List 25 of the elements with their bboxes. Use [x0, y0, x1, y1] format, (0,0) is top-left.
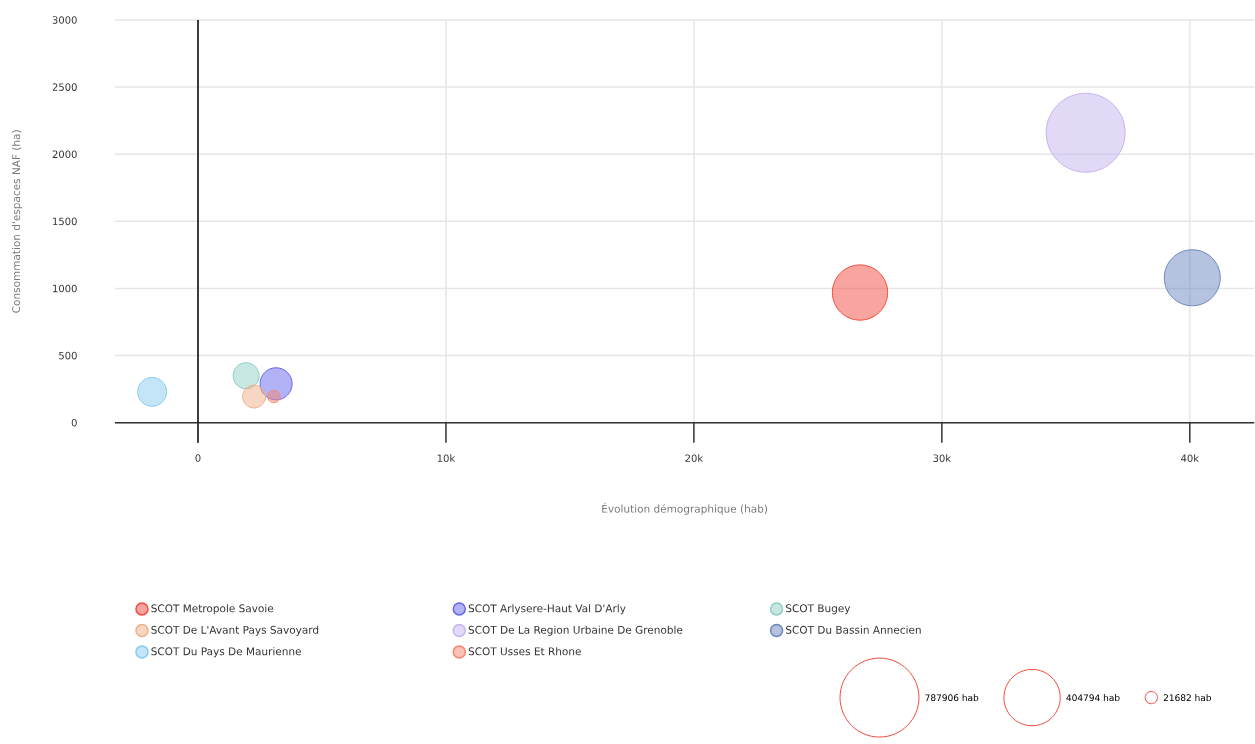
y-axis-title: Consommation d'espaces NAF (ha) — [12, 130, 23, 313]
x-axis-title: Évolution démographique (hab) — [602, 503, 768, 515]
x-tick-label: 10k — [437, 454, 456, 463]
legend-label: 404794 hab — [1066, 694, 1120, 702]
y-tick-label: 500 — [59, 352, 77, 360]
y-tick-label: 2500 — [52, 83, 77, 92]
y-tick-label: 1500 — [53, 217, 77, 226]
x-tick-label: 40k — [1181, 454, 1200, 463]
y-tick-label: 1000 — [53, 284, 77, 293]
legend-label: SCOT Du Bassin Annecien — [786, 625, 921, 634]
legend-label: SCOT Du Pays De Maurienne — [151, 647, 301, 658]
legend-label: SCOT Usses Et Rhone — [468, 647, 581, 656]
legend-label: 21682 hab — [1163, 694, 1212, 702]
legend-label: SCOT Metropole Savoie — [151, 604, 274, 615]
y-tick-label: 0 — [71, 419, 77, 427]
legend-label: 787906 hab — [925, 694, 979, 702]
legend-label: SCOT Bugey — [786, 604, 851, 615]
x-tick-label: 30k — [933, 454, 952, 463]
y-tick-label: 2000 — [52, 150, 77, 159]
legend-label: SCOT De L'Avant Pays Savoyard — [151, 625, 319, 637]
legend-label: SCOT De La Region Urbaine De Grenoble — [468, 625, 683, 637]
x-tick-label: 20k — [685, 454, 704, 463]
legend-label: SCOT Arlysere-Haut Val D'Arly — [468, 604, 626, 615]
y-tick-label: 3000 — [52, 16, 77, 24]
x-tick-label: 0 — [195, 454, 201, 463]
